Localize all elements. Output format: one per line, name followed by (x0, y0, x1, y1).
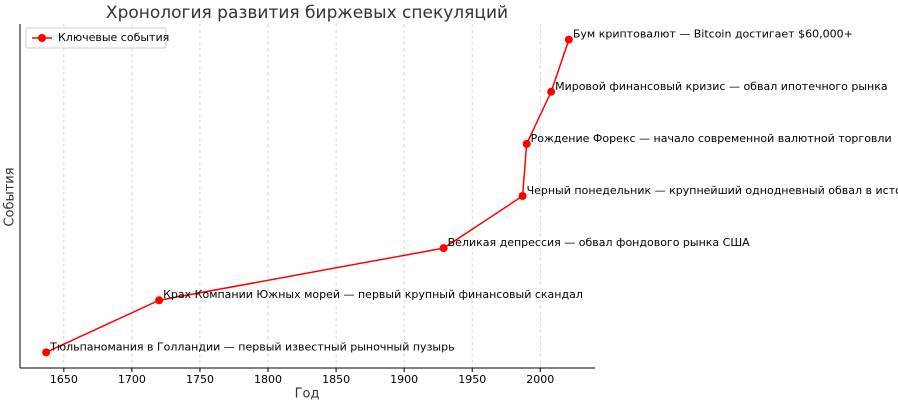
point-label: Крах Компании Южных морей — первый крупн… (163, 288, 583, 301)
point (522, 139, 531, 148)
point (155, 296, 164, 305)
x-tick-label: 1850 (322, 373, 350, 386)
x-axis-label: Год (295, 387, 320, 402)
x-tick-label: 2000 (526, 373, 554, 386)
point-label: Мировой финансовый кризис — обвал ипотеч… (555, 80, 887, 93)
point (564, 35, 573, 44)
point-label: Черный понедельник — крупнейший одноднев… (527, 184, 898, 197)
x-tick-label: 1650 (50, 373, 78, 386)
y-axis-label: События (3, 167, 18, 226)
x-tick-label: 1900 (390, 373, 418, 386)
point-label: Тюльпаномания в Голландии — первый извес… (49, 340, 454, 353)
x-tick-label: 1800 (254, 373, 282, 386)
x-tick-label: 1700 (118, 373, 146, 386)
chart-title: Хронология развития биржевых спекуляций (106, 3, 508, 23)
legend-marker (38, 34, 46, 42)
point (42, 348, 51, 357)
point-label: Великая депрессия — обвал фондового рынк… (448, 236, 750, 249)
point-label: Бум криптовалют — Bitcoin достигает $60,… (573, 28, 853, 41)
legend-label: Ключевые события (58, 31, 169, 44)
point (518, 192, 527, 200)
point (439, 244, 448, 253)
point (547, 87, 556, 96)
point-label: Рождение Форекс — начало современной вал… (531, 132, 892, 145)
x-tick-label: 1950 (458, 373, 486, 386)
line (45, 39, 570, 354)
x-tick-label: 1750 (186, 373, 214, 386)
legend-box (25, 27, 167, 49)
